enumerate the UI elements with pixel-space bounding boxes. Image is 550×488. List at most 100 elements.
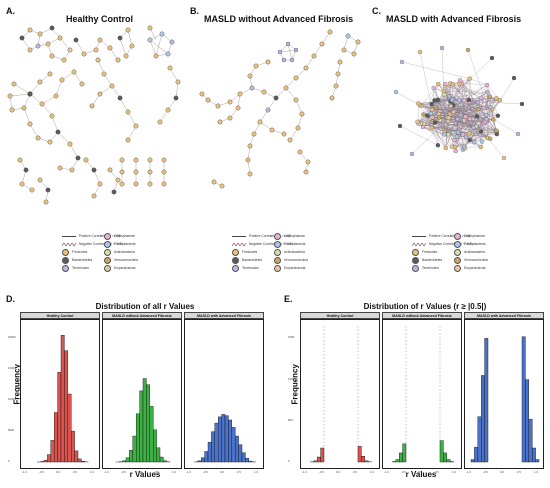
histogram-bar [364,460,369,463]
panel-a-label: A. [6,6,15,16]
histogram-bar [402,443,407,463]
histogram-bar [238,444,243,463]
histogram-bar [218,416,222,463]
histogram-bar [481,375,485,463]
histogram-bar [47,454,51,463]
network-healthy-control [7,25,181,205]
x-tick-label: -0.5 [401,470,406,474]
panel-d-xlabel: r Values [129,470,161,479]
histogram-bar [443,452,448,463]
histogram-bar [395,459,400,463]
histogram-bar [201,457,205,463]
histogram-bar [211,431,215,463]
histogram-bar [317,456,321,463]
network-masld-with-advanced-fibrosis [393,45,525,161]
y-tick-label: 500 [288,417,293,422]
histogram-bar [149,406,154,463]
histogram-bar [67,393,72,463]
y-tick-label: 15000 [8,366,16,371]
panel-b-label: B. [190,6,199,16]
histogram-bar [474,446,478,463]
facet-strip: MASLD without Advanced Fibrosis [102,312,182,319]
histogram-bar [470,459,475,463]
histogram-bar [313,460,318,463]
histogram-bar [197,460,202,463]
panel-d-title: Distribution of all r Values [95,302,195,311]
x-tick-label: -1.0 [384,470,389,474]
histogram-bar [54,412,58,463]
x-tick-label: -0.5 [483,470,488,474]
histogram-bar [446,459,451,463]
panel-c-title: MASLD with Advanced Fibrosis [386,14,522,24]
x-tick-label: 0.0 [418,470,422,474]
histogram-bar [357,446,362,463]
histogram-bar [528,418,533,463]
histogram-bar [136,413,140,463]
x-tick-label: 0.5 [155,470,159,474]
x-tick-label: 1.0 [370,470,374,474]
x-tick-label: -1.0 [104,470,109,474]
histogram-bar [60,335,65,463]
y-tick-label: 0 [288,459,290,463]
panel-a-title: Healthy Control [66,14,134,24]
x-tick-label: 1.0 [172,470,176,474]
facet-plot [300,319,380,469]
histogram-bar [142,378,147,463]
histogram-bar [163,460,168,463]
facet-plot [464,319,544,469]
histogram-bar [50,440,55,463]
x-tick-label: -1.0 [302,470,307,474]
histogram-bar [129,450,133,463]
facet-plot [184,319,264,469]
x-tick-label: 1.0 [534,470,538,474]
histogram-bar [484,338,489,463]
histogram-bar [531,447,536,463]
x-tick-label: -0.5 [319,470,324,474]
y-tick-label: 10000 [8,397,16,402]
facet-plot [102,319,182,469]
x-tick-label: -1.0 [22,470,27,474]
x-tick-label: 1.0 [90,470,94,474]
histogram-bar [535,459,540,463]
histogram-bar [146,384,151,463]
histogram-bar [214,422,219,463]
histogram-bar [156,447,161,463]
histogram-bar [159,456,164,463]
histogram-bar [525,379,530,463]
x-tick-label: 0.0 [56,470,60,474]
facet-strip: Healthy Control [20,312,100,319]
histogram-bar [221,414,226,463]
histogram-bar [320,447,325,463]
facet-strip: Healthy Control [300,312,380,319]
legend-c: Positive Correlation (r > 0.5) Negative … [412,232,532,282]
histogram-bar [43,459,48,463]
y-tick-label: 20000 [8,335,16,340]
histogram-bar [241,452,246,463]
y-tick-label: 1000 [288,376,295,381]
x-tick-label: 0.0 [138,470,142,474]
histogram-bar [77,458,82,463]
x-tick-label: 0.5 [73,470,77,474]
panel-b-title: MASLD without Advanced Fibrosis [204,14,354,24]
x-tick-label: -0.5 [121,470,126,474]
histogram-bar [71,430,75,463]
histogram-bar [139,390,144,463]
histogram-bar [204,451,209,463]
histogram-bar [207,442,212,463]
legend-a: Positive Correlation (r > 0.5) Negative … [62,232,182,282]
panel-e-xlabel: r Values [405,470,437,479]
x-tick-label: 0.0 [220,470,224,474]
facet-strip: MASLD with Advanced Fibrosis [184,312,264,319]
facet-strip: MASLD without Advanced Fibrosis [382,312,462,319]
histogram-bar [235,435,239,463]
histogram-bar [64,350,69,463]
network-masld-without-advanced-fibrosis [199,29,361,189]
x-tick-label: -1.0 [466,470,471,474]
histogram-bar [439,440,444,463]
histogram-bar [153,429,157,463]
y-tick-label: 0 [8,459,10,463]
histogram-bar [81,461,86,463]
x-tick-label: 0.0 [336,470,340,474]
histogram-bar [57,372,62,463]
histogram-bar [228,419,233,463]
